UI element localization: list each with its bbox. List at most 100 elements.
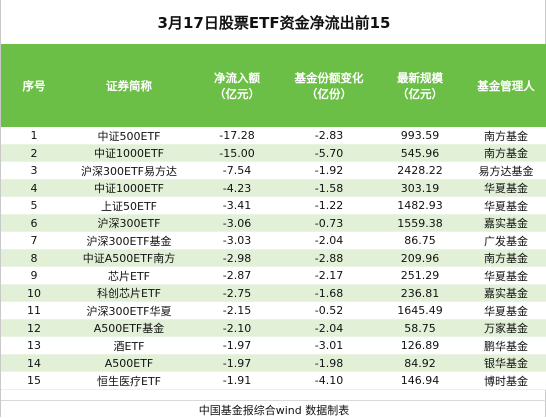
cell-share-change: -5.70 <box>314 146 344 160</box>
cell-manager: 南方基金 <box>484 147 528 161</box>
header-seq-label: 序号 <box>22 78 46 93</box>
cell-manager: 华夏基金 <box>484 269 528 283</box>
cell-latest-size: 1482.93 <box>397 199 443 213</box>
cell-seq: 9 <box>30 269 38 283</box>
cell-security-name: 科创芯片ETF <box>97 287 161 301</box>
cell-share-change: -1.58 <box>314 181 344 195</box>
cell-security-name: 上证50ETF <box>101 199 157 213</box>
table-row: 4 中证1000ETF -4.23 -1.58 303.19 华夏基金 <box>1 179 546 197</box>
header-net-inflow-line1: 净流入额 <box>214 70 260 85</box>
cell-seq: 5 <box>30 199 38 213</box>
table-row: 6 沪深300ETF -3.06 -0.73 1559.38 嘉实基金 <box>1 214 546 232</box>
table-row: 14 A500ETF -1.97 -1.98 84.92 银华基金 <box>1 354 546 372</box>
table-title: 3月17日股票ETF资金净流出前15 <box>1 0 546 45</box>
cell-net-inflow: -4.23 <box>222 181 252 195</box>
header-latest-size: 最新规模 （亿元） <box>375 44 465 127</box>
header-latest-size-line1: 最新规模 <box>397 70 443 85</box>
header-share-change-line2: （亿份） <box>306 86 352 101</box>
cell-latest-size: 2428.22 <box>397 164 443 178</box>
cell-latest-size: 146.94 <box>400 374 440 388</box>
cell-seq: 3 <box>30 164 38 178</box>
cell-manager: 南方基金 <box>484 252 528 266</box>
cell-latest-size: 86.75 <box>404 234 436 248</box>
table-row: 9 芯片ETF -2.87 -2.17 251.29 华夏基金 <box>1 267 546 285</box>
cell-security-name: 恒生医疗ETF <box>97 374 161 388</box>
cell-latest-size: 303.19 <box>400 181 440 195</box>
cell-manager: 万家基金 <box>484 322 528 336</box>
cell-seq: 6 <box>30 216 38 230</box>
cell-seq: 12 <box>27 321 41 335</box>
cell-manager: 华夏基金 <box>484 304 528 318</box>
cell-security-name: 沪深300ETF易方达 <box>81 164 177 178</box>
cell-manager: 银华基金 <box>484 357 528 371</box>
cell-latest-size: 58.75 <box>404 321 436 335</box>
table-header: 序号 证券简称 净流入额 （亿元） 基金份额变化 （亿份） 最新规模 （亿元） … <box>1 44 546 128</box>
table-row: 5 上证50ETF -3.41 -1.22 1482.93 华夏基金 <box>1 197 546 215</box>
cell-share-change: -1.92 <box>314 164 344 178</box>
cell-security-name: 中证A500ETF南方 <box>82 252 176 266</box>
cell-manager: 华夏基金 <box>484 182 528 196</box>
table-row: 15 恒生医疗ETF -1.91 -4.10 146.94 博时基金 <box>1 372 546 390</box>
cell-net-inflow: -1.97 <box>222 339 252 353</box>
cell-manager: 华夏基金 <box>484 199 528 213</box>
cell-share-change: -2.04 <box>314 234 344 248</box>
header-share-change-line1: 基金份额变化 <box>294 70 364 85</box>
header-share-change: 基金份额变化 （亿份） <box>283 44 375 127</box>
cell-security-name: 中证1000ETF <box>94 182 164 196</box>
cell-seq: 1 <box>30 129 38 143</box>
cell-security-name: 芯片ETF <box>108 269 150 283</box>
cell-net-inflow: -17.28 <box>219 129 255 143</box>
cell-share-change: -3.01 <box>314 339 344 353</box>
cell-net-inflow: -3.06 <box>222 216 252 230</box>
cell-manager: 易方达基金 <box>478 164 534 178</box>
header-seq: 序号 <box>1 44 67 127</box>
cell-net-inflow: -2.87 <box>222 269 252 283</box>
cell-seq: 7 <box>30 234 38 248</box>
cell-share-change: -1.68 <box>314 286 344 300</box>
cell-latest-size: 251.29 <box>400 269 440 283</box>
cell-seq: 8 <box>30 251 38 265</box>
cell-security-name: 沪深300ETF <box>97 217 161 231</box>
table-row: 8 中证A500ETF南方 -2.98 -2.88 209.96 南方基金 <box>1 249 546 267</box>
cell-net-inflow: -2.15 <box>222 304 252 318</box>
cell-latest-size: 126.89 <box>400 339 440 353</box>
cell-seq: 14 <box>27 356 41 370</box>
header-latest-size-line2: （亿元） <box>397 86 443 101</box>
cell-share-change: -2.83 <box>314 129 344 143</box>
header-name-label: 证券简称 <box>106 78 152 93</box>
cell-security-name: 中证1000ETF <box>94 147 164 161</box>
cell-manager: 南方基金 <box>484 129 528 143</box>
cell-share-change: -1.22 <box>314 199 344 213</box>
cell-net-inflow: -3.41 <box>222 199 252 213</box>
cell-latest-size: 993.59 <box>400 129 440 143</box>
cell-security-name: 沪深300ETF基金 <box>86 234 172 248</box>
cell-net-inflow: -7.54 <box>222 164 252 178</box>
cell-manager: 嘉实基金 <box>484 217 528 231</box>
cell-latest-size: 1645.49 <box>397 304 443 318</box>
cell-latest-size: 84.92 <box>404 356 436 370</box>
table-body: 1 中证500ETF -17.28 -2.83 993.59 南方基金 2 中证1000ETF… <box>1 127 546 390</box>
cell-latest-size: 545.96 <box>400 146 440 160</box>
cell-net-inflow: -2.98 <box>222 251 252 265</box>
cell-share-change: -2.04 <box>314 321 344 335</box>
cell-manager: 鹏华基金 <box>484 339 528 353</box>
cell-net-inflow: -1.91 <box>222 374 252 388</box>
cell-seq: 13 <box>27 339 41 353</box>
cell-latest-size: 1559.38 <box>397 216 443 230</box>
header-net-inflow: 净流入额 （亿元） <box>191 44 283 127</box>
table-row: 3 沪深300ETF易方达 -7.54 -1.92 2428.22 易方达基金 <box>1 162 546 180</box>
cell-seq: 10 <box>27 286 41 300</box>
cell-net-inflow: -15.00 <box>219 146 255 160</box>
cell-share-change: -4.10 <box>314 374 344 388</box>
cell-manager: 广发基金 <box>484 234 528 248</box>
table-row: 13 酒ETF -1.97 -3.01 126.89 鹏华基金 <box>1 337 546 355</box>
cell-net-inflow: -2.75 <box>222 286 252 300</box>
table-row: 10 科创芯片ETF -2.75 -1.68 236.81 嘉实基金 <box>1 284 546 302</box>
cell-security-name: 中证500ETF <box>97 129 161 143</box>
cell-latest-size: 236.81 <box>400 286 440 300</box>
cell-share-change: -1.98 <box>314 356 344 370</box>
table-row: 1 中证500ETF -17.28 -2.83 993.59 南方基金 <box>1 127 546 145</box>
table-row: 11 沪深300ETF华夏 -2.15 -0.52 1645.49 华夏基金 <box>1 302 546 320</box>
table-row: 7 沪深300ETF基金 -3.03 -2.04 86.75 广发基金 <box>1 232 546 250</box>
